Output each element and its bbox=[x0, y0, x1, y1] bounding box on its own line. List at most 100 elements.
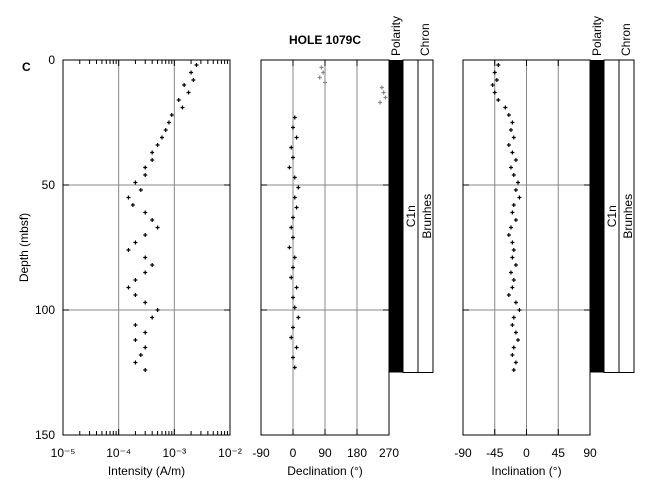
point bbox=[496, 63, 501, 67]
x-tick-label: 10⁻³ bbox=[162, 446, 186, 460]
point bbox=[133, 293, 138, 297]
point bbox=[510, 150, 515, 155]
point bbox=[510, 120, 515, 125]
point bbox=[292, 365, 297, 370]
chron-label: C1n bbox=[605, 205, 619, 227]
point bbox=[291, 215, 295, 220]
epoch-label: Brunhes bbox=[420, 194, 434, 239]
point bbox=[513, 330, 518, 335]
point bbox=[503, 105, 508, 110]
point bbox=[317, 75, 322, 80]
point bbox=[291, 325, 295, 330]
x-tick-label: -45 bbox=[486, 446, 504, 460]
point bbox=[511, 368, 516, 372]
point bbox=[506, 143, 511, 147]
point bbox=[150, 158, 155, 162]
plot-frame bbox=[62, 59, 231, 436]
point bbox=[150, 150, 155, 155]
x-tick-label: 10⁻⁴ bbox=[106, 446, 131, 460]
point bbox=[516, 338, 521, 342]
point bbox=[166, 120, 171, 125]
point bbox=[291, 265, 295, 270]
point bbox=[289, 335, 294, 340]
point bbox=[133, 240, 138, 245]
point bbox=[159, 135, 164, 140]
point bbox=[126, 285, 131, 290]
point bbox=[163, 128, 168, 132]
point bbox=[510, 255, 515, 260]
point bbox=[513, 218, 518, 222]
point bbox=[319, 65, 324, 70]
y-tick-label: 50 bbox=[42, 178, 56, 192]
point bbox=[133, 338, 138, 342]
x-tick-label: -90 bbox=[454, 446, 472, 460]
point bbox=[143, 165, 148, 170]
y-axis-label: Depth (mbsf) bbox=[17, 213, 31, 282]
point bbox=[296, 315, 301, 320]
point bbox=[287, 165, 292, 170]
point bbox=[292, 115, 297, 120]
x-tick-label: 45 bbox=[552, 446, 566, 460]
x-tick-label: 90 bbox=[318, 446, 332, 460]
x-tick-label: 10⁻⁵ bbox=[51, 446, 76, 460]
x-tick-label: 0 bbox=[290, 446, 297, 460]
point bbox=[513, 188, 518, 192]
chart-title: HOLE 1079C bbox=[289, 33, 361, 47]
x-tick-label: 270 bbox=[379, 446, 399, 460]
point bbox=[511, 248, 516, 252]
point bbox=[169, 113, 174, 117]
x-axis-label: Inclination (°) bbox=[491, 464, 561, 478]
point bbox=[138, 353, 143, 357]
point bbox=[155, 143, 160, 147]
point bbox=[143, 173, 148, 177]
x-axis-label: Intensity (A/m) bbox=[108, 464, 185, 478]
point bbox=[176, 98, 181, 102]
point bbox=[513, 158, 518, 162]
point bbox=[516, 180, 521, 185]
point bbox=[294, 345, 299, 350]
x-tick-label: 0 bbox=[523, 446, 530, 460]
point bbox=[513, 360, 518, 365]
point bbox=[510, 353, 515, 357]
point bbox=[126, 248, 131, 252]
point bbox=[292, 175, 297, 180]
point bbox=[510, 323, 515, 327]
x-tick-label: 90 bbox=[583, 446, 597, 460]
point bbox=[191, 78, 196, 82]
point bbox=[155, 225, 160, 230]
polarity-header: Polarity bbox=[590, 16, 604, 56]
point bbox=[133, 278, 138, 282]
point bbox=[291, 155, 295, 160]
epoch-label: Brunhes bbox=[621, 194, 635, 239]
point bbox=[294, 205, 299, 210]
point bbox=[143, 255, 148, 260]
point bbox=[292, 305, 297, 310]
point bbox=[508, 225, 513, 230]
point bbox=[381, 90, 386, 95]
point bbox=[490, 83, 495, 87]
point bbox=[321, 70, 326, 75]
panel-label: C bbox=[22, 60, 31, 74]
point bbox=[291, 235, 295, 240]
point bbox=[143, 368, 148, 372]
point bbox=[492, 70, 497, 75]
point bbox=[150, 315, 155, 320]
polarity-header: Polarity bbox=[389, 16, 403, 56]
point bbox=[513, 263, 518, 267]
point bbox=[506, 113, 511, 117]
x-tick-label: 180 bbox=[347, 446, 367, 460]
point bbox=[126, 195, 131, 200]
point bbox=[511, 315, 516, 320]
point bbox=[383, 95, 388, 100]
point bbox=[517, 195, 522, 200]
point bbox=[510, 240, 515, 245]
y-tick-label: 150 bbox=[35, 428, 55, 442]
point bbox=[194, 63, 199, 67]
point bbox=[511, 203, 516, 207]
point bbox=[508, 128, 513, 132]
point bbox=[292, 255, 297, 260]
point bbox=[133, 360, 138, 365]
point bbox=[143, 345, 148, 350]
point bbox=[291, 355, 295, 360]
